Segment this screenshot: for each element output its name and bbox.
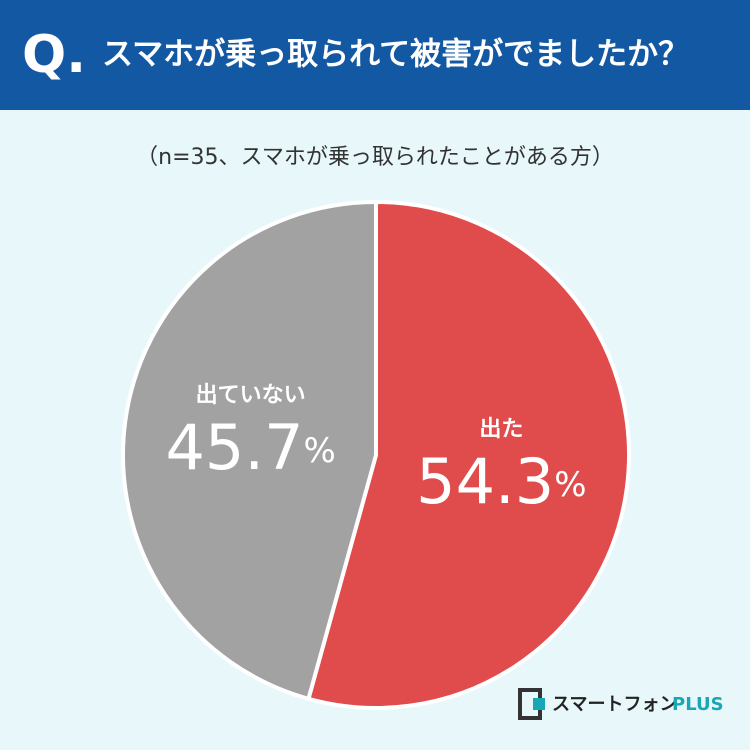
slice-label: 出た bbox=[479, 417, 523, 442]
slice-label: 出ていない bbox=[196, 383, 306, 408]
value-label: 54.3% bbox=[416, 445, 586, 518]
logo-text: スマートフォン bbox=[552, 694, 677, 715]
pie-slice bbox=[121, 200, 378, 701]
q-mark: Q. bbox=[22, 25, 86, 85]
logo-icon-accent bbox=[533, 698, 545, 710]
subtitle: （n=35、スマホが乗っ取られたことがある方） bbox=[136, 145, 614, 170]
header-band bbox=[0, 0, 750, 110]
logo-accent: PLUS bbox=[672, 694, 724, 715]
pie-slice bbox=[306, 200, 631, 710]
logo: スマートフォン PLUS bbox=[518, 688, 724, 720]
value-label: 45.7% bbox=[165, 411, 335, 484]
question-title: スマホが乗っ取られて被害がでましたか？ bbox=[102, 37, 689, 73]
